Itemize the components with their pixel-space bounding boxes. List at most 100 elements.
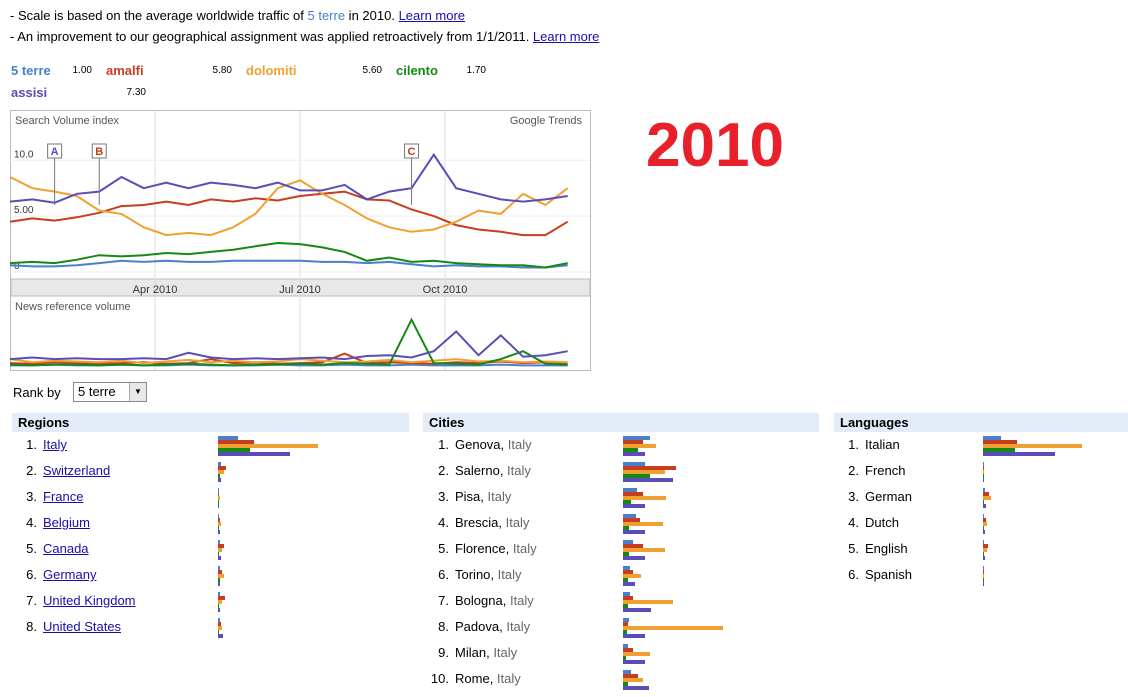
rank-bar [218,466,226,470]
rank-bar [623,488,637,492]
term-value: 7.30 [126,87,146,98]
rank-row: 6. Spanish [841,567,912,582]
annotation-flag [404,143,420,159]
region-link[interactable]: Canada [43,541,89,556]
row-name: Salerno [455,463,500,478]
rank-number: 5. [26,541,37,556]
rank-bar [983,522,987,526]
term-name: dolomiti [246,63,297,78]
rank-bar [983,582,984,586]
rank-bar [218,604,219,608]
region-link[interactable]: Belgium [43,515,90,530]
rank-bar [218,582,220,586]
rank-bar [623,622,628,626]
rank-bar [983,518,986,522]
region-link[interactable]: United States [43,619,122,634]
rank-number: 1. [438,437,449,452]
rank-bar [983,440,1017,444]
country: Italy [509,593,534,608]
section-header: Cities [423,413,819,432]
rank-bar [983,556,985,560]
rank-bar [983,574,984,578]
country: Italy [507,437,532,452]
row-name: Italian [865,437,900,452]
rank-bar [983,496,991,500]
row-name: Torino [455,567,491,582]
rank-bar [983,540,984,544]
term-name: cilento [396,63,438,78]
rank-bar [623,530,645,534]
region-link[interactable]: Italy [43,437,67,452]
rank-bar [983,566,984,570]
rank-select[interactable]: 5 terre ▼ [73,382,147,402]
rank-bar [218,474,220,478]
rank-bar [623,618,629,622]
trend-line [9,330,568,361]
rank-bar [623,678,643,682]
rank-bar [218,574,224,578]
region-link[interactable]: Germany [43,567,97,582]
rank-bar [983,452,1055,456]
rank-row: 3. Pisa, Italy [430,489,511,504]
trend-line [9,317,568,367]
rank-bar [623,526,629,530]
rank-row: 2. French [841,463,905,478]
region-link[interactable]: France [43,489,84,504]
region-link[interactable]: United Kingdom [43,593,136,608]
row-name: Dutch [865,515,899,530]
learn-more-link[interactable]: Learn more [398,8,466,23]
rank-bar [983,544,988,548]
country: Italy [487,489,512,504]
dropdown-arrow[interactable]: ▼ [129,383,146,401]
rank-row: 3. France [19,489,83,504]
row-name: Florence [455,541,506,556]
rank-bar [218,492,219,496]
rank-bar [623,478,673,482]
rank-bar [983,478,984,482]
term-value: 1.00 [72,65,92,76]
rank-number: 9. [438,645,449,660]
rank-bar [623,544,643,548]
annotation-flag [47,143,63,159]
rank-row: 4. Brescia, Italy [430,515,529,530]
rank-number: 5. [438,541,449,556]
rank-number: 6. [26,567,37,582]
x-tick-label: Oct 2010 [423,284,468,296]
rank-bar [983,492,989,496]
note-text: - An improvement to our geographical ass… [10,29,533,44]
rank-bar [218,488,219,492]
rank-bar [623,470,665,474]
rank-bar [983,448,1015,452]
trend-line [9,152,568,204]
row-name: Spanish [865,567,912,582]
rank-bar [218,544,224,548]
rank-bar [218,578,220,582]
rank-bar [218,478,221,482]
rank-number: 4. [438,515,449,530]
rank-bar [623,436,650,440]
rank-bar [623,608,651,612]
rank-bar [623,492,643,496]
rank-bar [983,552,984,556]
rank-bar [218,530,220,534]
rank-number: 3. [26,489,37,504]
rank-number: 4. [848,515,859,530]
rank-bar [983,444,1082,448]
chart-source: Google Trends [510,115,583,127]
rank-bar [218,514,219,518]
rank-bar [218,626,222,630]
rank-bar [623,596,633,600]
rank-bar [623,474,650,478]
rank-bar [983,526,984,530]
rank-row: 1. Italian [841,437,900,452]
region-link[interactable]: Switzerland [43,463,111,478]
rank-number: 8. [26,619,37,634]
section-header: Regions [12,413,409,432]
row-name: English [865,541,908,556]
rank-row: 5. Canada [19,541,89,556]
rank-bar [218,618,220,622]
learn-more-link[interactable]: Learn more [532,29,600,44]
rank-bar [623,548,665,552]
rank-bar [218,596,225,600]
